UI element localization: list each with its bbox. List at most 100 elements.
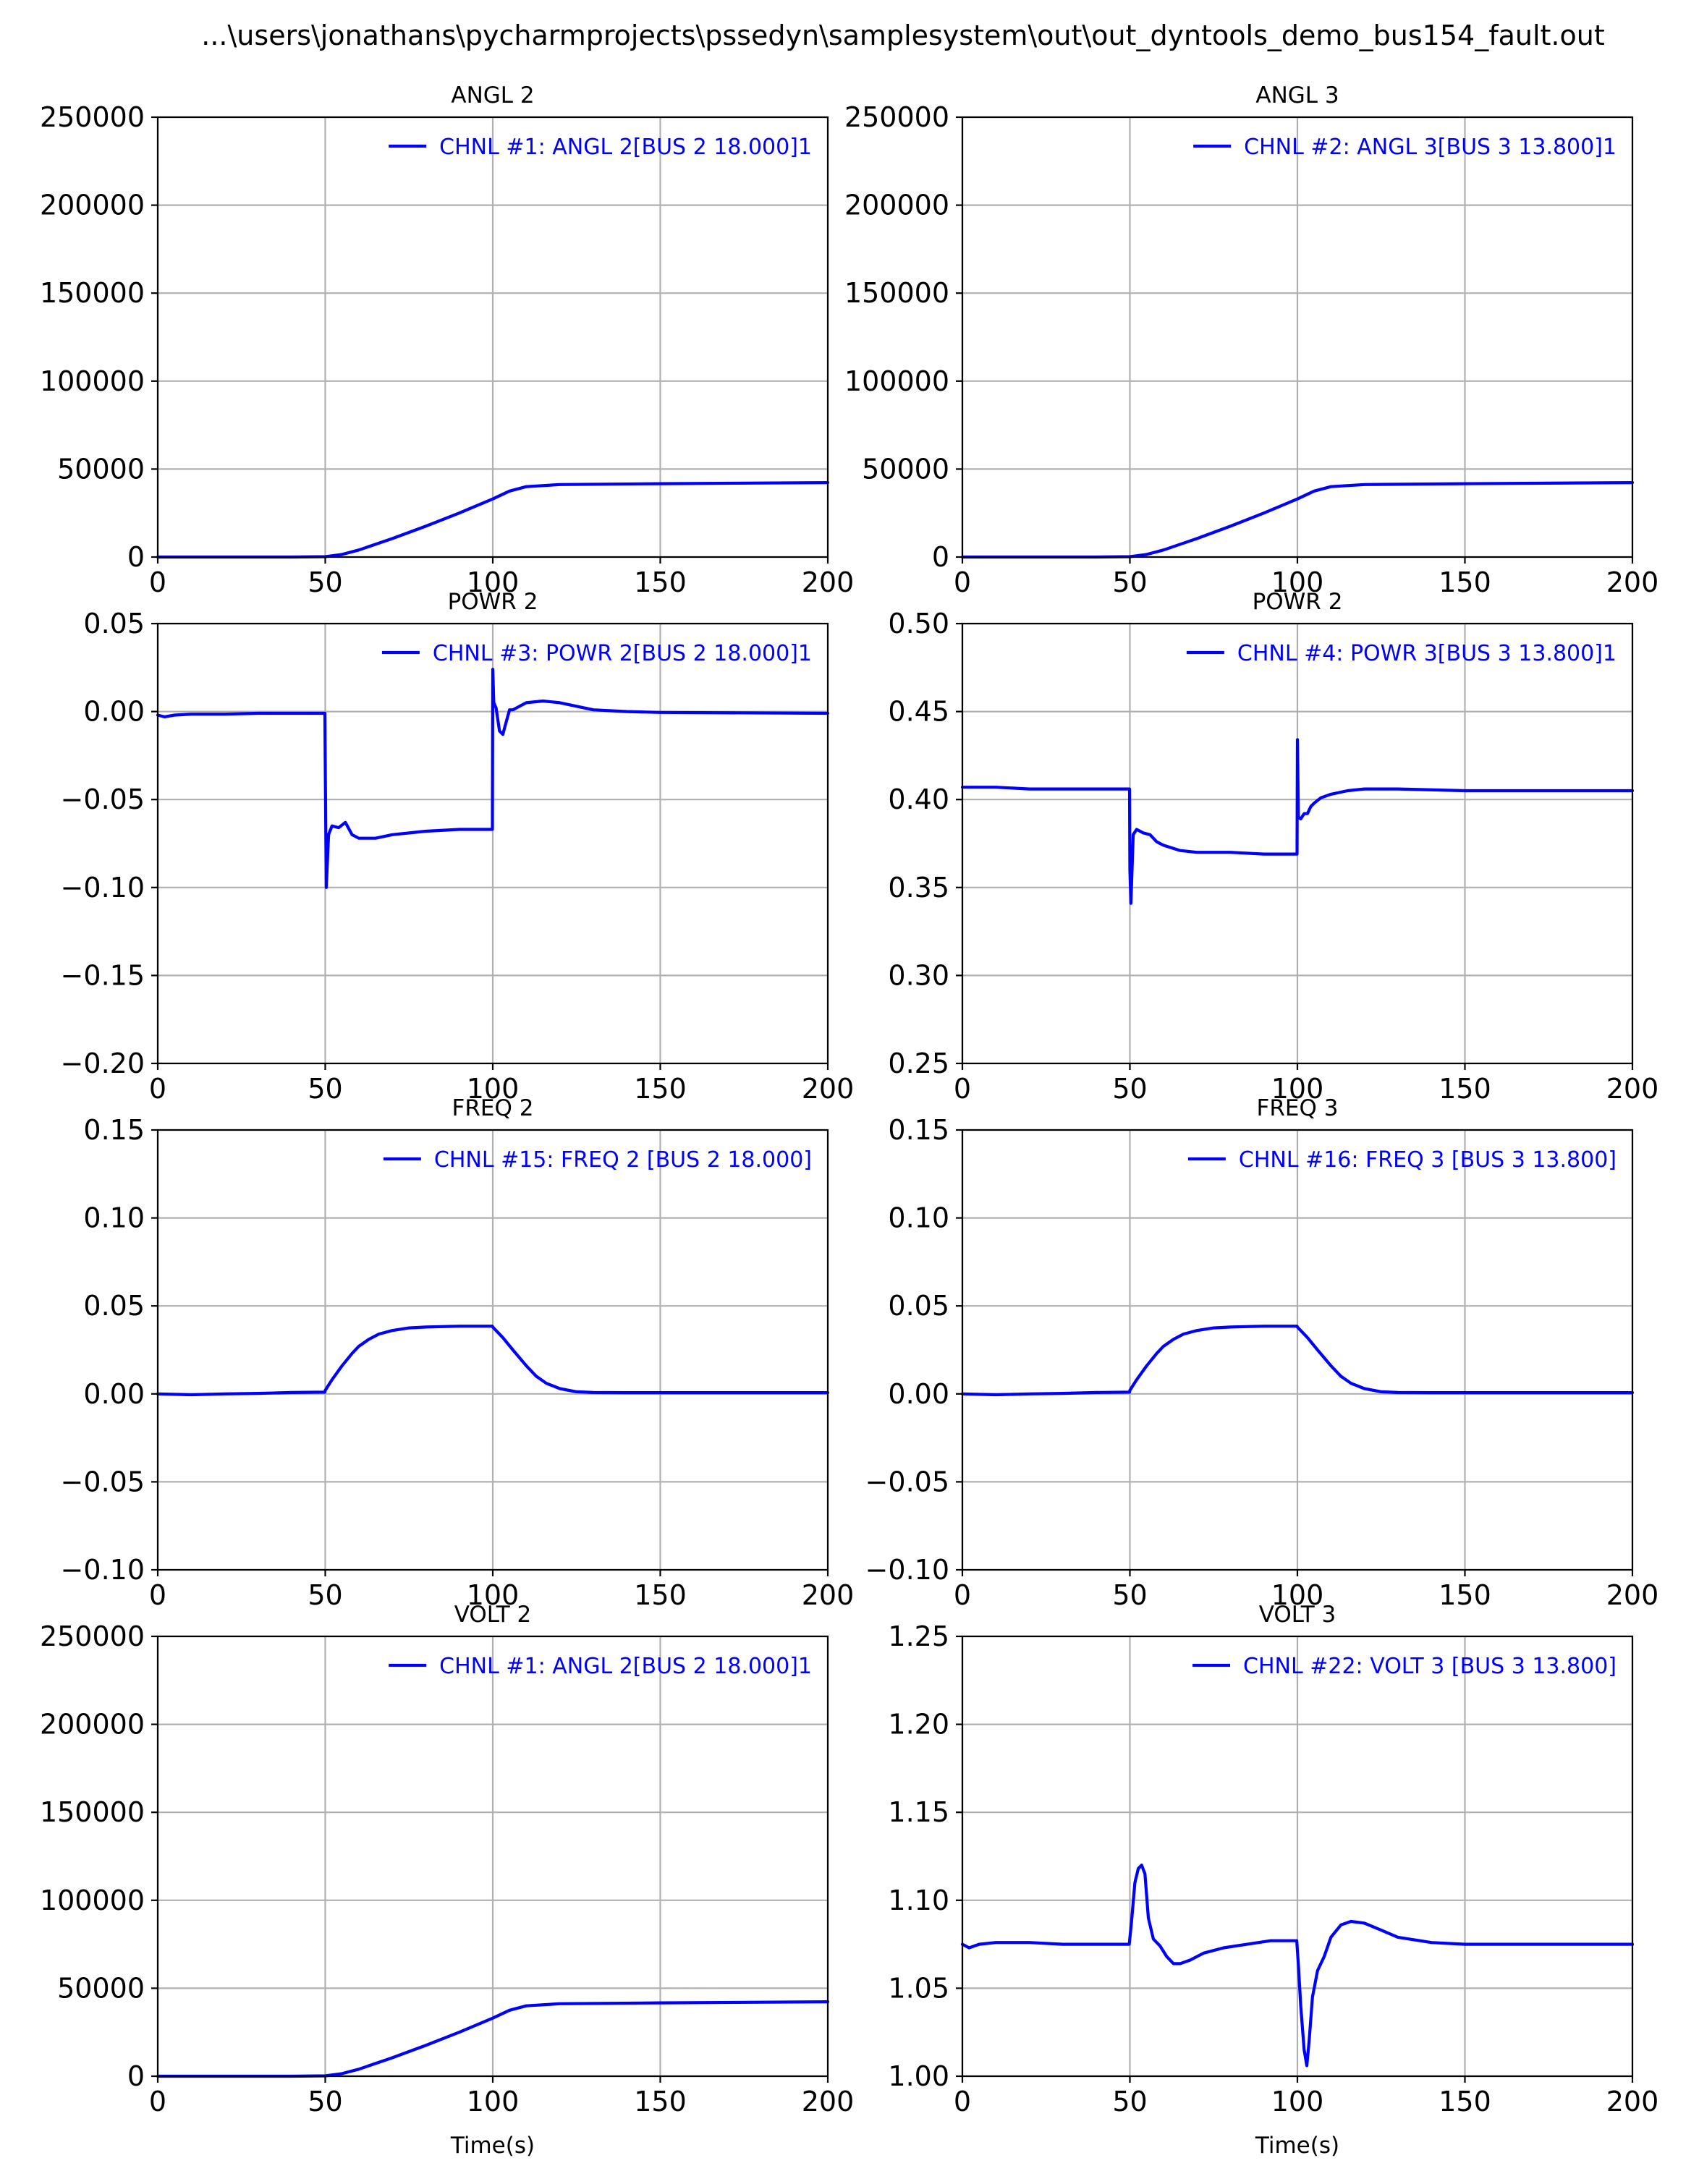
legend-entry: CHNL #1: ANGL 2[BUS 2 18.000]1 [389,135,812,160]
x-tick-label: 150 [634,1073,687,1105]
x-tick-label: 150 [1439,1579,1491,1611]
x-tick-label: 100 [467,1073,520,1105]
subplot-title: POWR 2 [448,589,538,615]
x-tick-label: 50 [308,1073,342,1105]
legend-label: CHNL #1: ANGL 2[BUS 2 18.000]1 [439,1654,812,1679]
y-tick-label: 1.00 [888,2060,949,2092]
y-tick-label: 0.10 [83,1202,145,1234]
y-tick-label: −0.10 [61,1554,145,1586]
y-tick-label: 50000 [57,453,145,485]
x-tick-label: 50 [1112,566,1147,598]
subplot-7: 0 50 100 150 200 0 50000 100000 150000 200000 2500… [40,1602,854,2159]
x-tick-label: 0 [954,1073,971,1105]
x-tick-label: 100 [1271,566,1324,598]
y-tick-label: 200000 [844,190,949,221]
y-tick-label: 100000 [40,1885,145,1916]
y-tick-label: 100000 [40,365,145,397]
y-tick-label: 0.25 [888,1048,949,1079]
x-tick-label: 0 [954,2086,971,2117]
subplot-3: 0 50 100 150 200 −0.20 −0.15 −0.10 −0.05 0.00 0.05… [61,589,855,1105]
y-tick-label: 0.05 [83,608,145,640]
legend-label: CHNL #15: FREQ 2 [BUS 2 18.000] [434,1147,812,1173]
y-tick-label: 0.15 [83,1114,145,1146]
legend-label: CHNL #2: ANGL 3[BUS 3 13.800]1 [1244,135,1617,160]
x-tick-label: 0 [149,1579,166,1611]
y-tick-label: 150000 [844,277,949,309]
x-tick-label: 100 [1271,1579,1324,1611]
y-tick-label: 0 [127,2060,145,2092]
y-tick-label: 250000 [40,1620,145,1652]
subplot-4: 0 50 100 150 200 0.25 0.30 0.35 0.40 0.45 0.50 POWR… [888,589,1658,1105]
y-tick-label: 200000 [40,190,145,221]
subplot-grid: 0 50 100 150 2000500001000001500002000002500… [40,82,1658,2159]
y-tick-label: 1.20 [888,1709,949,1741]
x-tick-label: 50 [308,1579,342,1611]
y-tick-label: 0 [932,541,949,573]
y-tick-label: 1.15 [888,1796,949,1828]
legend-label: CHNL #1: ANGL 2[BUS 2 18.000]1 [439,135,812,160]
y-tick-label: −0.20 [61,1048,145,1079]
x-tick-label: 50 [308,566,342,598]
y-tick-label: −0.10 [61,872,145,904]
x-tick-label: 200 [1606,1073,1659,1105]
y-tick-label: 0.30 [888,959,949,991]
y-tick-label: 150000 [40,1796,145,1828]
x-tick-label: 50 [308,2086,342,2117]
subplot-title: VOLT 3 [1259,1602,1336,1628]
y-tick-label: 0 [127,541,145,573]
y-tick-label: 0.00 [888,1378,949,1410]
y-tick-label: 0.40 [888,783,949,815]
y-tick-label: 100000 [844,365,949,397]
subplot-title: ANGL 2 [451,82,534,109]
y-tick-label: 0.35 [888,872,949,904]
subplot-1: 0 50 100 150 200 0 50000 100000 150000 200000 2500… [40,82,854,598]
x-tick-label: 100 [467,566,520,598]
legend-label: CHNL #22: VOLT 3 [BUS 3 13.800] [1243,1654,1617,1679]
x-tick-label: 50 [1112,1073,1147,1105]
y-tick-label: −0.05 [61,783,145,815]
subplot-2: 0 50 100 150 200 0 50000 100000 150000 200000 2500… [844,82,1658,598]
legend-entry: CHNL #22: VOLT 3 [BUS 3 13.800] [1192,1654,1617,1679]
y-tick-label: 0.05 [888,1290,949,1322]
series-line-6-1 [960,1325,1635,1397]
y-tick-label: 0.50 [888,608,949,640]
y-tick-label: −0.05 [865,1466,949,1497]
subplot-title: FREQ 2 [452,1095,534,1121]
legend-entry: CHNL #2: ANGL 3[BUS 3 13.800]1 [1193,135,1617,160]
x-axis-label: Time(s) [450,2133,535,2159]
y-tick-label: 1.25 [888,1620,949,1652]
x-tick-label: 200 [802,1579,855,1611]
x-tick-label: 100 [467,2086,520,2117]
x-tick-label: 100 [1271,2086,1324,2117]
series-line-4-1 [960,738,1635,905]
subplot-title: POWR 2 [1253,589,1343,615]
x-tick-label: 200 [802,2086,855,2117]
x-axis-label: Time(s) [1255,2133,1339,2159]
legend-entry: CHNL #4: POWR 3[BUS 3 13.800]1 [1186,641,1617,666]
x-tick-label: 150 [634,2086,687,2117]
y-tick-label: 0.45 [888,696,949,728]
x-tick-label: 150 [634,566,687,598]
x-tick-label: 200 [1606,1579,1659,1611]
legend-entry: CHNL #16: FREQ 3 [BUS 3 13.800] [1187,1147,1617,1173]
x-tick-label: 200 [802,1073,855,1105]
legend-entry: CHNL #3: POWR 2[BUS 2 18.000]1 [381,641,812,666]
x-tick-label: 100 [467,1579,520,1611]
legend-entry: CHNL #15: FREQ 2 [BUS 2 18.000] [383,1147,812,1173]
subplot-5: 0 50 100 150 200 −0.10 −0.05 0.00 0.05 0.10 0.15 FR… [61,1095,855,1611]
y-tick-label: 0.15 [888,1114,949,1146]
y-tick-label: 1.10 [888,1885,949,1916]
x-tick-label: 200 [1606,566,1659,598]
subplot-title: ANGL 3 [1255,82,1339,109]
y-tick-label: −0.15 [61,959,145,991]
y-tick-label: −0.05 [61,1466,145,1497]
y-tick-label: 0.00 [83,696,145,728]
y-tick-label: 250000 [844,101,949,133]
x-tick-label: 150 [1439,2086,1491,2117]
series-line-3-1 [156,668,830,889]
y-tick-label: 0.00 [83,1378,145,1410]
y-tick-label: 200000 [40,1709,145,1741]
y-tick-label: 0.10 [888,1202,949,1234]
figure-suptitle: ...\users\jonathans\pycharmprojects\psse… [201,20,1604,51]
